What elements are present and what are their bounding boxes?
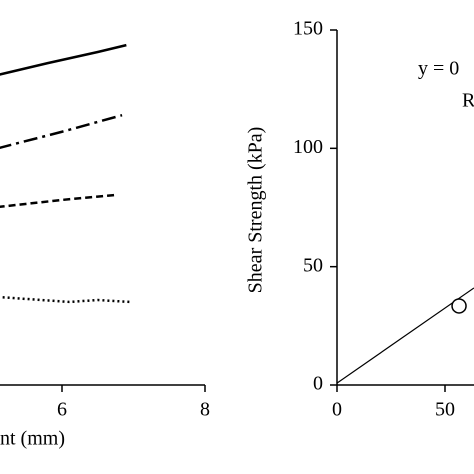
annotation: R xyxy=(462,90,474,112)
y-tick-label: 100 xyxy=(293,136,323,158)
line-series xyxy=(0,295,130,304)
line-series xyxy=(0,193,116,209)
x-tick-label: 8 xyxy=(200,399,210,421)
data-point xyxy=(451,298,467,314)
x-tick-label: 0 xyxy=(332,399,342,421)
trendline xyxy=(336,287,474,384)
annotation: y = 0 xyxy=(418,58,459,80)
y-axis-label: Shear Strength (kPa) xyxy=(245,127,267,294)
line-series xyxy=(0,113,123,150)
line-series xyxy=(0,43,127,76)
y-tick-label: 50 xyxy=(303,254,323,276)
x-axis-label: nt (mm) xyxy=(0,428,65,450)
y-tick-label: 0 xyxy=(313,373,323,395)
x-tick-label: 6 xyxy=(57,399,67,421)
x-tick-label: 50 xyxy=(435,399,455,421)
y-tick-label: 150 xyxy=(293,18,323,40)
